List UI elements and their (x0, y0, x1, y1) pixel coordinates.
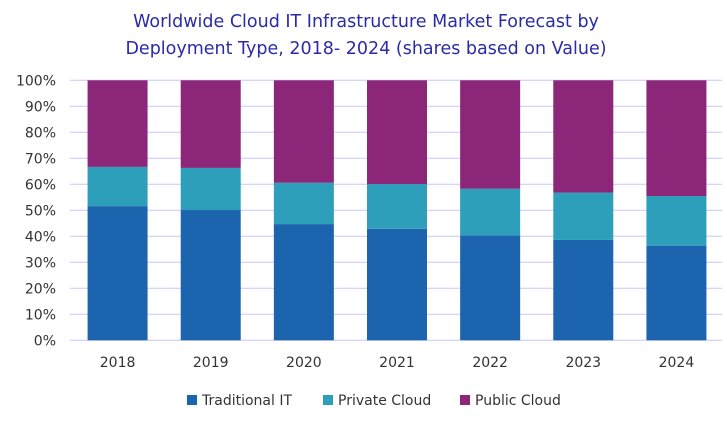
legend-swatch (323, 395, 333, 405)
bar-private-cloud-2023 (553, 192, 614, 240)
y-tick-label: 40% (25, 229, 56, 245)
bar-public-cloud-2023 (553, 80, 614, 193)
bar-public-cloud-2018 (87, 80, 148, 167)
x-tick-label: 2023 (565, 355, 601, 371)
y-tick-label: 90% (25, 99, 56, 115)
y-tick-label: 30% (25, 255, 56, 271)
y-tick-label: 0% (34, 333, 56, 349)
y-tick-label: 70% (25, 151, 56, 167)
bar-traditional-it-2019 (180, 210, 241, 341)
x-tick-label: 2018 (100, 355, 136, 371)
legend-swatch (460, 395, 470, 405)
x-tick-label: 2022 (472, 355, 508, 371)
y-tick-label: 20% (25, 281, 56, 297)
y-tick-label: 10% (25, 307, 56, 323)
bar-public-cloud-2020 (273, 80, 334, 183)
legend-label: Public Cloud (475, 393, 561, 409)
bar-traditional-it-2020 (273, 224, 334, 341)
x-tick-label: 2019 (193, 355, 229, 371)
bar-private-cloud-2024 (646, 196, 707, 246)
bar-public-cloud-2022 (460, 80, 521, 189)
bar-private-cloud-2022 (460, 188, 521, 236)
legend-swatch (187, 395, 197, 405)
bar-traditional-it-2021 (367, 228, 427, 341)
bar-traditional-it-2024 (646, 245, 707, 341)
bar-traditional-it-2023 (553, 239, 614, 341)
bar-private-cloud-2018 (87, 166, 148, 207)
legend-label: Private Cloud (338, 393, 431, 409)
legend-label: Traditional IT (201, 393, 292, 409)
bar-traditional-it-2018 (87, 206, 148, 341)
x-tick-label: 2021 (379, 355, 415, 371)
bar-private-cloud-2020 (273, 182, 334, 225)
chart-title-line-1: Worldwide Cloud IT Infrastructure Market… (133, 12, 599, 32)
y-tick-label: 100% (16, 73, 56, 89)
bar-private-cloud-2021 (367, 184, 427, 229)
x-tick-label: 2024 (659, 355, 695, 371)
y-tick-label: 50% (25, 203, 56, 219)
bar-traditional-it-2022 (460, 235, 521, 341)
x-tick-label: 2020 (286, 355, 322, 371)
bar-public-cloud-2021 (367, 80, 427, 185)
bar-public-cloud-2019 (180, 80, 241, 168)
y-tick-label: 60% (25, 177, 56, 193)
y-tick-label: 80% (25, 125, 56, 141)
bar-private-cloud-2019 (180, 167, 241, 211)
bar-public-cloud-2024 (646, 80, 707, 196)
chart-title-line-2: Deployment Type, 2018- 2024 (shares base… (125, 39, 606, 59)
